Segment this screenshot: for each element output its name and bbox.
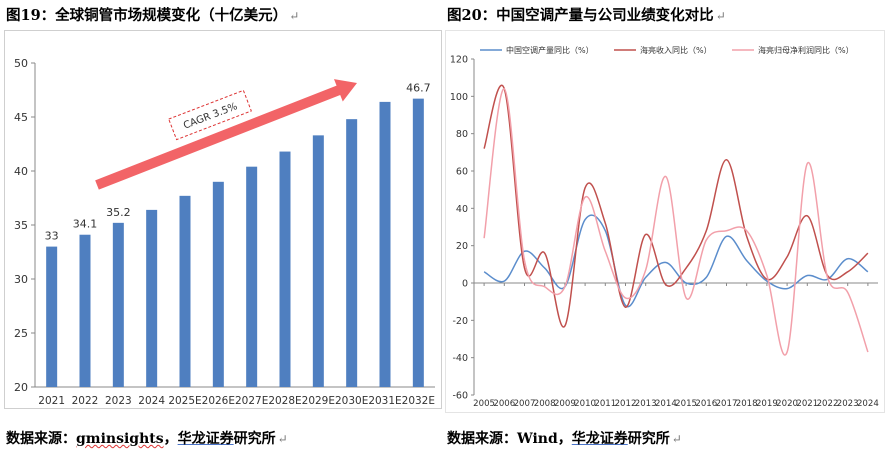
x-tick-label: 2032E <box>402 395 435 407</box>
y-tick-label: 20 <box>14 381 28 394</box>
legend-label-3: 海亮归母净利润同比（%） <box>758 45 854 55</box>
legend-label-1: 中国空调产量同比（%） <box>506 45 594 55</box>
y-tick-label: -60 <box>452 391 468 402</box>
bar <box>246 166 258 387</box>
x-tick-label: 2023 <box>837 399 859 409</box>
x-tick-label: 2009 <box>554 399 576 409</box>
data-label: 34.1 <box>73 218 98 231</box>
y-tick-label: -40 <box>452 353 468 364</box>
x-tick-label: 2021 <box>38 395 65 407</box>
x-tick-label: 2024 <box>857 399 879 409</box>
right-source: 数据来源：Wind，华龙证券研究所 ↵ <box>447 431 682 447</box>
x-tick-label: 2030E <box>335 395 368 407</box>
x-tick-label: 2013 <box>635 399 657 409</box>
bar <box>346 119 358 387</box>
y-tick-label: 20 <box>456 241 468 252</box>
y-tick-label: -20 <box>452 316 468 327</box>
x-tick-label: 2017 <box>716 399 738 409</box>
bar <box>412 98 424 387</box>
y-tick-label: 100 <box>450 92 468 103</box>
x-tick-label: 2019 <box>756 399 778 409</box>
line-chart: -60 -40 -20 0 20 40 60 80 100 120 2005200620072008… <box>450 45 879 409</box>
bar <box>112 222 124 387</box>
y-tick-label: 0 <box>462 279 468 290</box>
bar <box>146 209 158 387</box>
legend-label-2: 海亮收入同比（%） <box>640 45 712 55</box>
x-tick-label: 2026E <box>202 395 235 407</box>
series-line-3 <box>483 88 869 356</box>
x-tick-label: 2027E <box>235 395 268 407</box>
x-tick-label: 2007 <box>514 399 536 409</box>
y-tick-label: 120 <box>450 55 468 66</box>
x-tick-label: 2023 <box>105 395 132 407</box>
y-tick-label: 40 <box>14 165 28 178</box>
x-tick-label: 2011 <box>594 399 616 409</box>
cagr-annotation-box <box>168 89 252 141</box>
x-tick-label: 2029E <box>302 395 335 407</box>
x-tick-label: 2005 <box>473 399 495 409</box>
x-tick-label: 2024 <box>138 395 165 407</box>
data-label: 35.2 <box>106 206 131 219</box>
y-tick-label: 80 <box>456 129 468 140</box>
x-tick-label: 2028E <box>268 395 301 407</box>
x-tick-label: 2025E <box>168 395 201 407</box>
x-tick-label: 2020 <box>776 399 798 409</box>
y-tick-label: 60 <box>456 167 468 178</box>
x-tick-label: 2012 <box>615 399 637 409</box>
x-tick-label: 2010 <box>574 399 596 409</box>
x-tick-label: 2022 <box>72 395 99 407</box>
growth-arrow-shape <box>95 79 357 190</box>
growth-arrow <box>95 79 357 190</box>
bar <box>79 234 91 387</box>
x-tick-label: 2016 <box>695 399 717 409</box>
left-chart-frame: 20 25 30 35 40 45 50 CAGR 3.5% 2021 33 2022 34.1 202… <box>4 30 442 409</box>
x-tick-label: 2031E <box>368 395 401 407</box>
bar <box>379 101 391 387</box>
left-source: 数据来源：gminsights，华龙证券研究所 ↵ <box>6 431 288 447</box>
series-line-2 <box>483 84 869 328</box>
x-tick-label: 2018 <box>736 399 758 409</box>
right-figure-title: 图20：中国空调产量与公司业绩变化对比 ↵ <box>447 7 726 24</box>
x-tick-label: 2008 <box>534 399 556 409</box>
bar <box>212 181 224 387</box>
y-tick-label: 45 <box>14 111 28 124</box>
y-tick-label: 30 <box>14 273 28 286</box>
y-tick-label: 40 <box>456 204 468 215</box>
left-figure-title: 图19：全球铜管市场规模变化（十亿美元） ↵ <box>6 7 300 24</box>
x-tick-label: 2022 <box>817 399 839 409</box>
x-tick-label: 2014 <box>655 399 677 409</box>
y-tick-label: 25 <box>14 327 28 340</box>
bar <box>312 135 324 387</box>
y-tick-label: 35 <box>14 219 28 232</box>
data-label: 46.7 <box>406 82 431 95</box>
right-chart-frame: -60 -40 -20 0 20 40 60 80 100 120 2005 2006 2007 2008… <box>445 30 885 413</box>
bar <box>46 246 58 387</box>
series-line-1 <box>483 214 869 308</box>
x-tick-label: 2021 <box>796 399 818 409</box>
y-tick-label: 50 <box>14 57 28 70</box>
bar <box>179 195 191 387</box>
data-label: 33 <box>45 230 59 243</box>
x-tick-label: 2015 <box>675 399 697 409</box>
x-tick-label: 2006 <box>493 399 515 409</box>
bar <box>279 151 291 387</box>
